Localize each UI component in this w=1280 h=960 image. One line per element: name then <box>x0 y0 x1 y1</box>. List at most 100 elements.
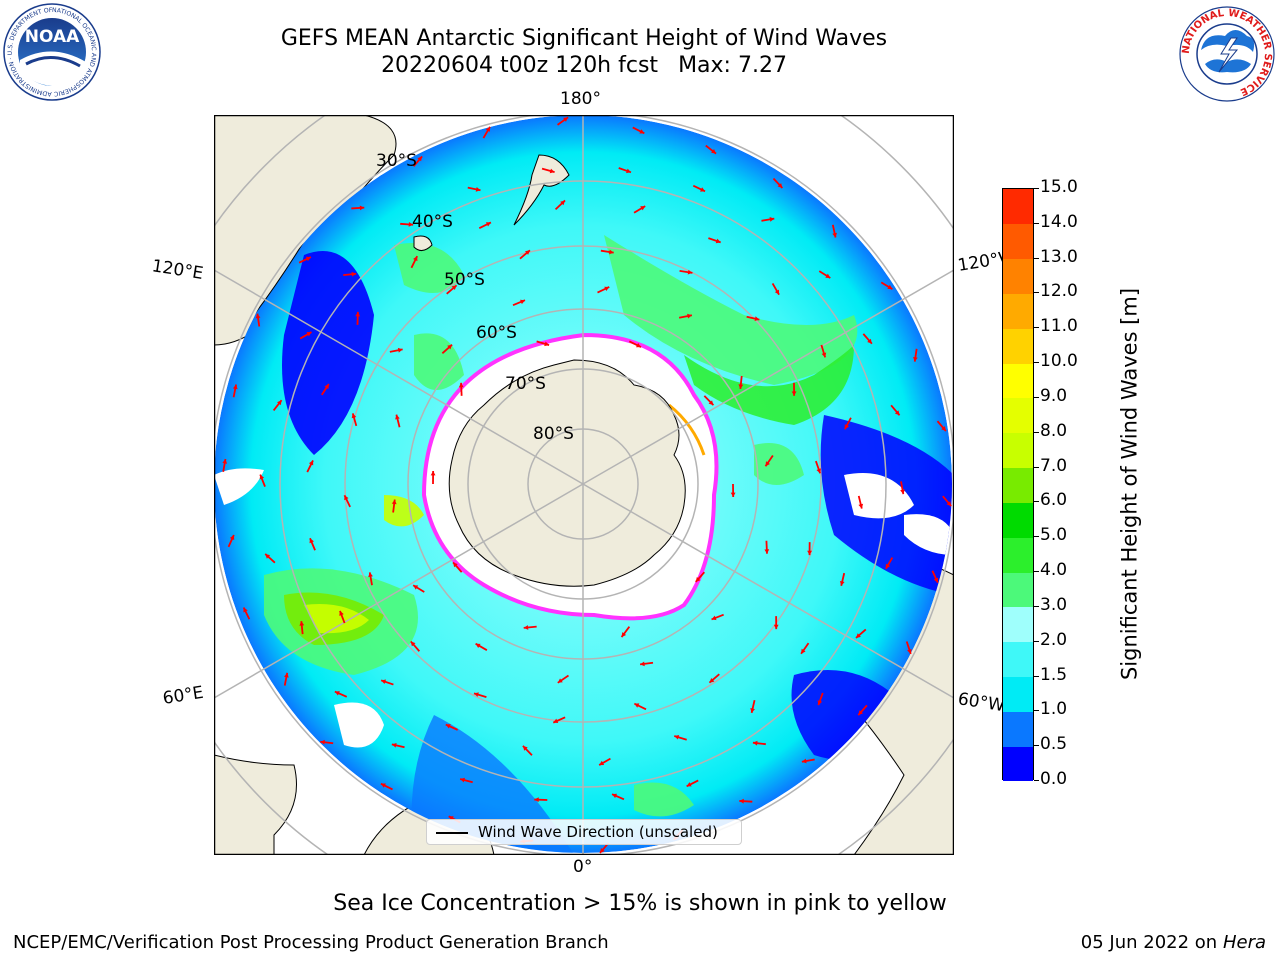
wave-arrow-head <box>867 338 872 344</box>
wave-arrow-head <box>451 285 457 291</box>
wave-arrow-head <box>715 238 721 244</box>
colorbar-tick-mark <box>1034 710 1039 712</box>
lat-label-70s: 70°S <box>505 374 546 394</box>
nws-logo: NATIONAL WEATHER SERVICE <box>1175 2 1279 102</box>
wave-arrow-head <box>475 187 481 192</box>
colorbar-segment <box>1003 537 1033 573</box>
wave-arrow-head <box>305 256 311 262</box>
wave-arrow-head <box>825 273 831 279</box>
colorbar-tick-label: 3.0 <box>1040 594 1068 615</box>
wave-arrow-head <box>413 256 418 262</box>
wave-arrow-head <box>525 250 530 255</box>
wave-arrow-head <box>621 632 627 638</box>
colorbar-tick-label: 0.0 <box>1040 769 1068 789</box>
wave-arrow-head <box>754 316 760 321</box>
wave-arrow-head <box>807 550 812 556</box>
wave-arrow-head <box>773 624 779 630</box>
wave-arrow-head <box>475 643 481 648</box>
colorbar <box>1002 188 1034 782</box>
colorbar-tick-mark <box>1034 396 1039 398</box>
lat-label-60s: 60°S <box>476 323 517 343</box>
wave-arrow-head <box>817 700 823 706</box>
wave-arrow-head <box>320 739 325 745</box>
lon-label-0: 0° <box>573 857 593 877</box>
wave-arrow-head <box>695 577 701 582</box>
wave-arrow-head <box>599 848 605 853</box>
wave-arrow-head <box>708 400 714 406</box>
wave-arrow-head <box>485 126 490 132</box>
colorbar-tick-label: 13.0 <box>1040 246 1078 267</box>
lon-label-60e: 60°E <box>161 682 205 709</box>
lon-label-180: 180° <box>560 89 601 109</box>
colorbar-segment <box>1003 711 1033 747</box>
lat-label-40s: 40°S <box>412 212 453 232</box>
wave-arrow-head <box>229 534 235 540</box>
wave-arrow-head <box>730 492 736 497</box>
noaa-text: NOAA <box>25 27 80 47</box>
colorbar-segment <box>1003 223 1033 260</box>
lat-label-50s: 50°S <box>444 270 485 290</box>
wave-arrow-head <box>636 342 642 348</box>
wave-arrow-head <box>640 661 645 667</box>
wave-arrow-head <box>324 383 329 389</box>
wave-arrow-head <box>855 633 861 638</box>
colorbar-segment <box>1003 363 1033 399</box>
legend-line-swatch <box>436 832 468 834</box>
wave-arrow-head <box>351 271 357 277</box>
wave-arrow-head <box>544 341 550 347</box>
wave-arrow-head <box>553 718 559 724</box>
wave-arrow-head <box>816 468 821 474</box>
colorbar-tick-mark <box>1034 571 1039 573</box>
colorbar-tick-label: 10.0 <box>1040 351 1078 372</box>
wave-arrow-head <box>334 691 340 696</box>
colorbar-tick-mark <box>1034 501 1039 503</box>
wave-arrow-head <box>858 503 864 509</box>
wave-arrow-head <box>885 563 891 569</box>
wave-arrow-head <box>380 783 386 788</box>
colorbar-tick-mark <box>1034 745 1039 747</box>
colorbar-tick-mark <box>1034 675 1039 677</box>
wave-arrow-head <box>309 538 314 544</box>
wave-arrow-head <box>821 352 827 358</box>
colorbar-tick-label: 6.0 <box>1040 490 1068 511</box>
wave-arrow-head <box>410 641 416 647</box>
wave-arrow-head <box>448 816 454 821</box>
wave-arrow-head <box>397 347 403 353</box>
wave-arrow-head <box>417 156 423 162</box>
wave-arrow-head <box>557 678 563 683</box>
colorbar-segment <box>1003 746 1033 782</box>
colorbar-segment <box>1003 432 1033 469</box>
colorbar-segment <box>1003 293 1033 329</box>
antarctica-land <box>448 359 686 587</box>
colorbar-tick-label: 5.0 <box>1040 525 1068 546</box>
wave-arrow-head <box>344 495 349 501</box>
wave-arrow-head <box>458 382 464 388</box>
max-value-label: Max: 7.27 <box>678 53 787 78</box>
chart-title: GEFS MEAN Antarctic Significant Height o… <box>280 26 888 51</box>
wave-arrow-head <box>522 745 528 751</box>
wave-arrow-head <box>941 426 946 432</box>
wave-arrow-head <box>711 149 717 154</box>
wave-arrow-head <box>447 344 453 350</box>
wave-arrow-head <box>599 760 605 766</box>
colorbar-tick-label: 12.0 <box>1040 281 1078 302</box>
wave-arrow-head <box>408 222 414 227</box>
colorbar-tick-mark <box>1034 188 1039 189</box>
wave-arrow-head <box>801 648 806 654</box>
wave-arrow-head <box>764 549 770 554</box>
wave-arrow-head <box>774 289 780 295</box>
colorbar-tick-mark <box>1034 327 1039 329</box>
colorbar-segment <box>1003 467 1033 503</box>
wave-arrow-head <box>445 724 451 729</box>
footer-system: Hera <box>1222 932 1266 953</box>
chart-subtitle: 20220604 t00z 120h fcst Max: 7.27 <box>214 53 954 78</box>
colorbar-tick-label: 8.0 <box>1040 420 1068 441</box>
wave-arrow-head <box>563 117 569 122</box>
wave-arrow-head <box>604 286 610 292</box>
wave-arrow-head <box>750 708 755 713</box>
wave-arrow-head <box>634 703 640 708</box>
wave-arrow-head <box>430 471 436 476</box>
lon-label-120e: 120°E <box>150 256 205 284</box>
wave-arrow-head <box>887 284 893 290</box>
colorbar-tick-label: 1.0 <box>1040 699 1068 720</box>
